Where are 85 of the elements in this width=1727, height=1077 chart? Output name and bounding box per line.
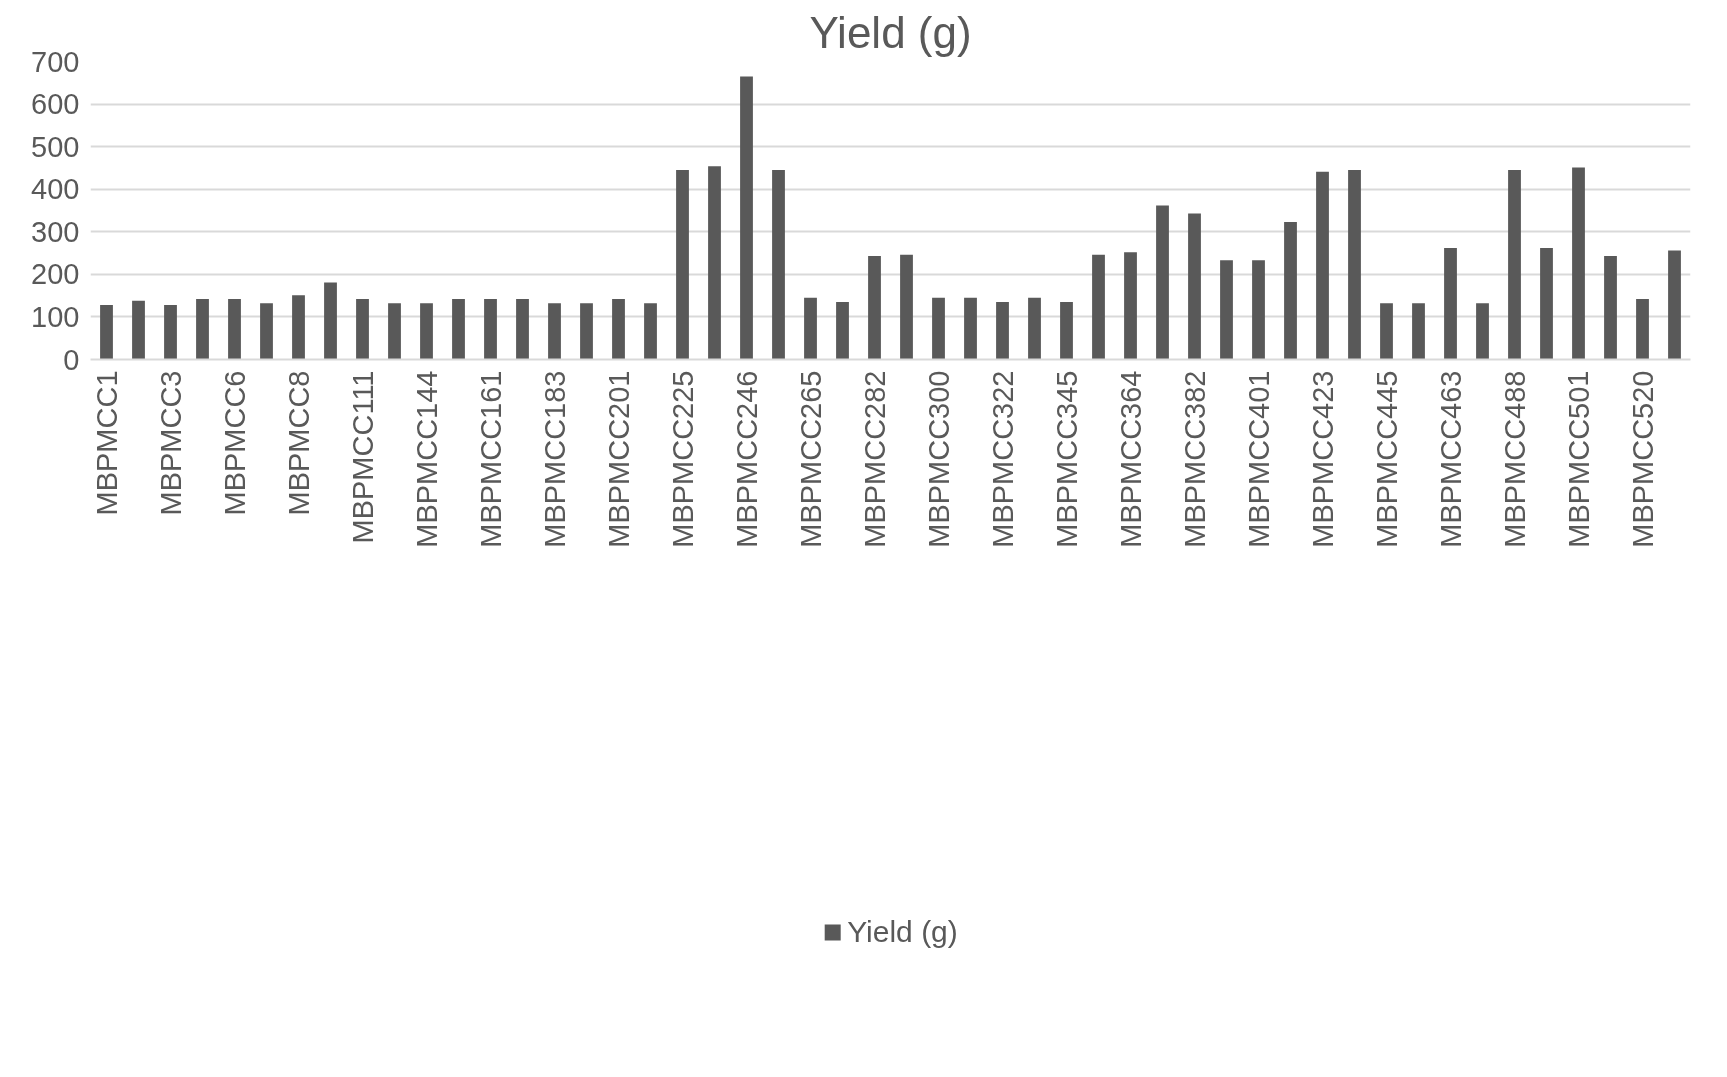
y-tick-label: 100 (31, 300, 80, 333)
bar (964, 297, 977, 360)
bar (132, 300, 145, 360)
bar (100, 305, 113, 360)
bar (1028, 297, 1041, 360)
x-tick-label: MBPMCC520 (1626, 370, 1659, 548)
bar (228, 299, 241, 360)
y-tick-label: 500 (31, 130, 80, 163)
bar (580, 303, 593, 360)
x-tick-label: MBPMCC488 (1498, 370, 1531, 548)
y-tick-label: 200 (31, 258, 80, 291)
bar (420, 303, 433, 360)
bar (676, 170, 689, 360)
x-tick-label: MBPMCC382 (1178, 370, 1211, 548)
bar (516, 299, 529, 360)
bar (1092, 254, 1105, 360)
bar (1188, 213, 1201, 360)
bar (868, 256, 881, 360)
bar (260, 303, 273, 360)
x-tick-label: MBPMCC423 (1306, 370, 1339, 548)
x-tick-label: MBPMCC300 (922, 370, 955, 548)
x-tick-label: MBPMCC161 (474, 370, 507, 548)
y-tick-label: 600 (31, 88, 80, 121)
x-tick-label: MBPMCC501 (1562, 370, 1595, 548)
bar (1412, 303, 1425, 360)
x-tick-label: MBPMCC265 (794, 370, 827, 548)
bar (1284, 221, 1297, 360)
x-tick-label: MBPMCC144 (410, 370, 443, 548)
y-tick-label: 400 (31, 173, 80, 206)
x-tick-label: MBPMCC3 (154, 370, 187, 516)
x-tick-label: MBPMCC8 (282, 370, 315, 516)
x-tick-label: MBPMCC282 (858, 370, 891, 548)
bar (1220, 260, 1233, 360)
bar (1156, 205, 1169, 360)
bar (772, 170, 785, 360)
bar (740, 76, 753, 360)
bar (1508, 170, 1521, 360)
bar (1668, 250, 1681, 360)
x-tick-label: MBPMCC463 (1434, 370, 1467, 548)
x-tick-label: MBPMCC6 (218, 370, 251, 516)
bar (996, 302, 1009, 360)
legend-label: Yield (g) (847, 914, 958, 949)
bar (548, 303, 561, 360)
bar (708, 166, 721, 360)
bar (1380, 303, 1393, 360)
x-tick-label: MBPMCC401 (1242, 370, 1275, 548)
x-tick-label: MBPMCC364 (1114, 370, 1147, 548)
bar (484, 299, 497, 360)
bar (932, 297, 945, 360)
bar (292, 295, 305, 360)
bar (1316, 171, 1329, 360)
bar (1444, 247, 1457, 360)
y-tick-label: 0 (63, 343, 80, 376)
bar (452, 299, 465, 360)
x-tick-label: MBPMCC322 (986, 370, 1019, 548)
bar (836, 302, 849, 360)
x-tick-label: MBPMCC111 (346, 370, 379, 544)
x-tick-label: MBPMCC225 (666, 370, 699, 548)
bar (644, 303, 657, 360)
bar (1604, 256, 1617, 360)
x-tick-label: MBPMCC201 (602, 370, 635, 548)
bar (1636, 299, 1649, 360)
bar (804, 297, 817, 360)
bar (1252, 260, 1265, 360)
y-tick-label: 300 (31, 215, 80, 248)
bar (900, 254, 913, 360)
bar (164, 305, 177, 360)
bar (1348, 170, 1361, 360)
x-tick-label: MBPMCC345 (1050, 370, 1083, 548)
bar (1060, 302, 1073, 360)
bar (612, 299, 625, 360)
x-tick-label: MBPMCC445 (1370, 370, 1403, 548)
bar (1540, 247, 1553, 360)
x-tick-label: MBPMCC1 (90, 370, 123, 516)
bar (388, 303, 401, 360)
chart-title: Yield (g) (809, 7, 972, 57)
y-tick-label: 700 (31, 45, 80, 78)
bar (196, 299, 209, 360)
x-tick-label: MBPMCC183 (538, 370, 571, 548)
bar (1124, 252, 1137, 360)
bar (1476, 303, 1489, 360)
x-tick-label: MBPMCC246 (730, 370, 763, 548)
bar (324, 282, 337, 360)
bar (1572, 167, 1585, 360)
bar (356, 299, 369, 360)
